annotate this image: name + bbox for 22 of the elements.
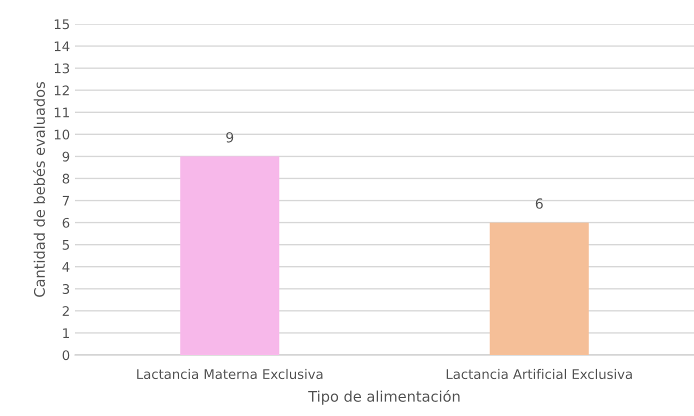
y-tick-label: 15 <box>54 19 69 30</box>
x-tick-label: Lactancia Materna Exclusiva <box>137 368 322 380</box>
y-tick-label: 3 <box>62 284 70 294</box>
y-tick-label: 6 <box>62 218 70 228</box>
data-label: 9 <box>226 132 234 143</box>
y-tick-label: 4 <box>62 262 70 272</box>
x-axis-title: Tipo de alimentación <box>308 390 460 405</box>
y-tick-label: 7 <box>62 196 70 206</box>
y-tick-label: 13 <box>54 63 70 74</box>
y-tick-label: 11 <box>54 108 69 118</box>
y-tick-label: 12 <box>54 85 69 96</box>
y-tick-label: 14 <box>54 41 70 52</box>
y-tick-label: 0 <box>62 350 70 360</box>
y-tick-label: 8 <box>62 174 70 184</box>
y-tick-label: 2 <box>62 306 69 316</box>
x-tick-label: Lactancia Artificial Exclusiva <box>446 368 632 380</box>
data-label: 6 <box>536 198 543 209</box>
y-tick-label: 1 <box>63 328 69 338</box>
y-tick-label: 9 <box>62 152 70 162</box>
y-tick-label: 10 <box>54 130 70 140</box>
y-tick-label: 5 <box>62 240 69 250</box>
y-axis-title: Cantidad de bebés evaluados <box>33 82 45 297</box>
